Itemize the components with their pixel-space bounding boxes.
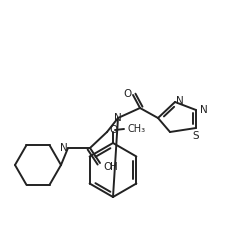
Text: N: N bbox=[176, 96, 184, 106]
Text: O: O bbox=[109, 125, 117, 135]
Text: O: O bbox=[103, 162, 111, 172]
Text: S: S bbox=[193, 131, 199, 141]
Text: O: O bbox=[124, 89, 132, 99]
Text: H: H bbox=[110, 162, 118, 172]
Text: N: N bbox=[114, 113, 122, 123]
Text: N: N bbox=[200, 105, 208, 115]
Text: CH₃: CH₃ bbox=[127, 124, 145, 134]
Text: N: N bbox=[60, 143, 68, 153]
